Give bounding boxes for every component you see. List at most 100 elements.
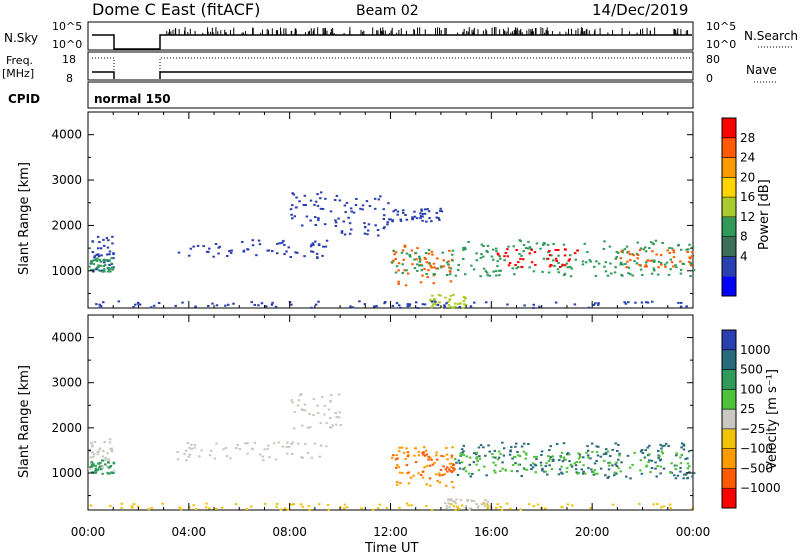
velocity-cell — [477, 446, 481, 449]
power-cell — [413, 267, 417, 270]
velocity-cell — [593, 462, 597, 465]
velocity-cell — [495, 507, 498, 510]
velocity-cell — [578, 453, 582, 456]
velocity-cell — [329, 426, 332, 429]
velocity-cell — [452, 486, 455, 489]
velocity-cell — [472, 500, 476, 503]
velocity-cell — [558, 468, 562, 471]
velocity-cell — [590, 468, 593, 471]
velocity-cell — [88, 450, 91, 453]
velocity-cell — [435, 451, 438, 454]
velocity-cell — [616, 450, 619, 452]
power-cell — [314, 303, 318, 306]
velocity-cell — [457, 459, 461, 462]
velocity-cell — [647, 461, 650, 464]
power-cell — [260, 302, 264, 305]
velocity-cell — [483, 465, 486, 468]
nsky-tick-bottom: 10^0 — [52, 38, 82, 51]
power-cell — [617, 251, 620, 254]
velocity-cell — [395, 481, 399, 483]
power-cell — [567, 259, 570, 262]
velocity-cell — [676, 474, 680, 477]
power-cell — [603, 240, 606, 243]
power-cell — [449, 294, 453, 297]
power-cell — [651, 300, 654, 303]
velocity-cell — [492, 461, 495, 464]
power-cell — [573, 303, 577, 306]
velocity-cell — [562, 442, 566, 445]
power-cell — [554, 249, 557, 251]
power-cell — [314, 216, 317, 219]
power-cell — [496, 260, 500, 263]
velocity-cell — [501, 441, 504, 444]
power-cell — [503, 259, 506, 262]
power-cell — [661, 242, 664, 244]
velocity-cell — [462, 454, 466, 457]
velocity-cell — [136, 505, 140, 508]
power-cell — [394, 208, 397, 211]
velocity-cell — [452, 463, 456, 466]
velocity-cell — [502, 454, 506, 457]
velocity-cell — [548, 449, 551, 452]
velocity-cell — [262, 459, 265, 462]
velocity-cell — [525, 453, 528, 456]
velocity-cell — [517, 454, 520, 457]
power-cell — [435, 216, 438, 219]
velocity-cell — [334, 423, 338, 426]
power-cell — [317, 243, 321, 246]
power-cell — [679, 260, 682, 263]
velocity-colorbar-swatch — [722, 389, 736, 410]
power-colorbar-tick-label: 8 — [740, 230, 748, 244]
power-cell — [419, 217, 422, 220]
velocity-cell — [606, 450, 610, 453]
power-cell — [561, 264, 564, 267]
y-tick-label: 1000 — [51, 466, 82, 480]
power-cell — [290, 213, 293, 216]
velocity-cell — [110, 449, 113, 452]
velocity-cell — [488, 450, 491, 453]
power-cell — [386, 223, 389, 226]
velocity-cell — [428, 464, 432, 467]
velocity-cell — [101, 455, 105, 458]
velocity-cell — [523, 468, 526, 471]
power-cell — [504, 252, 508, 254]
power-cell — [652, 261, 656, 263]
power-cell — [421, 219, 424, 222]
power-cell — [462, 303, 466, 306]
power-cell — [366, 233, 369, 236]
velocity-cell — [425, 505, 428, 508]
power-cell — [419, 258, 422, 261]
power-cell — [454, 305, 457, 308]
velocity-cell — [460, 453, 463, 456]
velocity-cell — [446, 458, 449, 461]
power-cell — [397, 282, 400, 285]
power-cell — [556, 268, 560, 271]
velocity-cell — [570, 465, 574, 468]
velocity-cell — [586, 445, 589, 448]
power-cell — [270, 303, 274, 306]
velocity-cell — [510, 446, 513, 449]
velocity-cell — [417, 451, 421, 454]
power-cell — [592, 303, 596, 306]
velocity-cell — [176, 451, 179, 454]
velocity-cell — [131, 506, 134, 509]
freq-trace — [92, 71, 692, 79]
power-cell — [310, 243, 313, 246]
power-cell — [418, 257, 421, 260]
velocity-cell — [246, 442, 249, 445]
power-cell — [448, 273, 452, 276]
power-cell — [495, 250, 498, 253]
velocity-cell — [482, 446, 485, 449]
velocity-cell — [378, 503, 382, 506]
power-cell — [485, 301, 488, 304]
power-cell — [653, 259, 656, 262]
power-cell — [255, 254, 258, 257]
y-tick-label: 4000 — [51, 128, 82, 142]
power-colorbar-tick-label: 28 — [740, 131, 755, 145]
power-colorbar-tick-label: 20 — [740, 170, 755, 184]
power-cell — [431, 294, 434, 297]
velocity-cell — [674, 468, 677, 470]
velocity-cell — [110, 450, 114, 453]
cpid-label: CPID — [8, 92, 40, 106]
power-cell — [479, 275, 482, 278]
